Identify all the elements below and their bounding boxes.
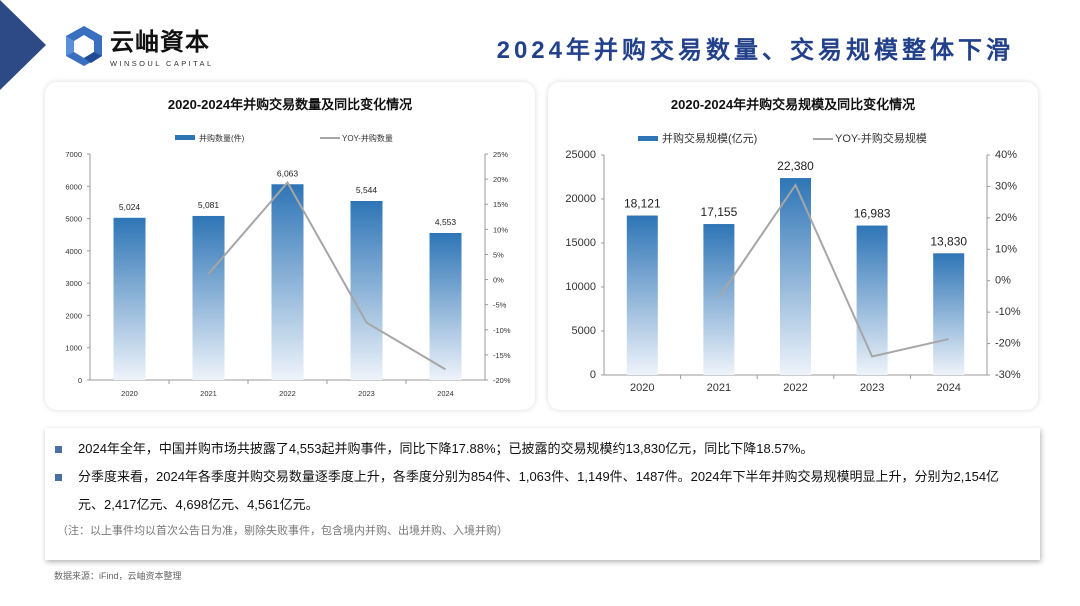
y2-tick-label: -30% [995, 369, 1021, 381]
bar [113, 217, 146, 380]
y-tick-label: 1000 [65, 344, 82, 353]
deal-count-chart-card: 2020-2024年并购交易数量及同比变化情况 0 1000 2000 3000 400… [45, 82, 535, 410]
y-tick-label: 7000 [65, 150, 82, 159]
y-tick-label: 5000 [572, 325, 596, 337]
y-tick-label: 20000 [565, 193, 596, 205]
y2-tick-label: -20% [995, 338, 1021, 350]
x-tick-label: 2023 [358, 389, 375, 398]
x-tick-label: 2022 [783, 382, 807, 394]
summary-paragraph-1: 2024年全年，中国并购市场共披露了4,553起并购事件，同比下降17.88%；… [78, 441, 814, 456]
bar [933, 253, 965, 375]
y2-tick-label: 20% [995, 212, 1017, 224]
bar-data-label: 22,380 [777, 159, 814, 173]
y-tick-label: 5000 [65, 215, 82, 224]
bar-data-label: 5,081 [198, 200, 220, 210]
bar [271, 184, 304, 380]
bar [192, 215, 225, 380]
summary-paragraph-2: 分季度来看，2024年各季度并购交易数量逐季度上升，各季度分别为854件、1,0… [78, 469, 1000, 512]
legend-bar-label: 并购交易规模(亿元) [662, 131, 757, 145]
bar [703, 224, 735, 375]
y2-tick-label: 0% [995, 275, 1011, 287]
bar [350, 201, 383, 380]
legend-line-label: YOY-并购交易规模 [835, 131, 927, 145]
yoy-line [718, 182, 949, 358]
bar-data-label: 6,063 [277, 168, 299, 178]
corner-decoration [0, 0, 46, 90]
bar [780, 178, 811, 375]
x-tick-label: 2021 [707, 382, 731, 394]
y-tick-label: 4000 [65, 247, 82, 256]
legend-bar-label: 并购数量(件) [199, 133, 245, 143]
y2-tick-label: -10% [995, 306, 1021, 318]
y-tick-label: 10000 [565, 281, 596, 293]
x-tick-label: 2021 [200, 389, 217, 398]
bullet-icon [55, 474, 62, 481]
bar [429, 233, 462, 380]
bar-data-label: 17,155 [701, 205, 738, 219]
deal-count-chart: 0 1000 2000 3000 4000 5000 6000 7000 -20% -15% -10… [65, 133, 511, 398]
bar [626, 215, 658, 375]
x-tick-label: 2020 [630, 382, 654, 394]
y2-tick-label: 20% [493, 175, 508, 184]
summary-row-2: 分季度来看，2024年各季度并购交易数量逐季度上升，各季度分别为854件、1,0… [55, 463, 1020, 519]
data-source: 数据来源：iFind，云岫资本整理 [54, 571, 182, 581]
chart-title: 2020-2024年并购交易规模及同比变化情况 [670, 97, 916, 112]
y2-tick-label: 25% [493, 150, 508, 159]
y2-tick-label: -15% [493, 351, 511, 360]
y-tick-label: 15000 [565, 237, 596, 249]
legend-bar-swatch [175, 135, 195, 140]
summary-box: 2024年全年，中国并购市场共披露了4,553起并购事件，同比下降17.88%；… [45, 428, 1040, 560]
bar-data-label: 13,830 [930, 234, 967, 248]
x-tick-label: 2020 [121, 389, 138, 398]
summary-row-1: 2024年全年，中国并购市场共披露了4,553起并购事件，同比下降17.88%；… [55, 435, 1020, 463]
deal-value-chart: 0 5000 10000 15000 20000 25000 -30% -20% -10% 0% 1… [565, 131, 1021, 394]
x-tick-label: 2024 [437, 389, 454, 398]
yoy-line [207, 180, 447, 371]
summary-note: （注：以上事件均以首次公告日为准，剔除失败事件，包含境内并购、出境并购、入境并购… [57, 525, 508, 537]
y-tick-label: 25000 [565, 149, 596, 161]
x-tick-label: 2024 [936, 382, 960, 394]
y2-tick-label: 5% [493, 250, 504, 259]
y2-tick-label: 15% [493, 200, 508, 209]
bullet-icon [55, 446, 62, 453]
y-tick-label: 0 [78, 376, 82, 385]
legend-line-label: YOY-并购数量 [342, 133, 393, 143]
brand-name-en: WINSOUL CAPITAL [110, 59, 214, 68]
chart-title: 2020-2024年并购交易数量及同比变化情况 [167, 97, 413, 112]
bar [856, 225, 888, 375]
y2-tick-label: 40% [995, 149, 1017, 161]
y2-tick-label: 30% [995, 180, 1017, 192]
bar-data-label: 5,544 [356, 185, 378, 195]
y-tick-label: 6000 [65, 182, 82, 191]
y2-tick-label: -20% [493, 376, 511, 385]
x-tick-label: 2023 [860, 382, 884, 394]
bar-data-label: 16,983 [854, 207, 891, 221]
bar-data-label: 5,024 [119, 202, 141, 212]
y2-tick-label: 0% [493, 276, 504, 285]
bar-data-label: 18,121 [624, 197, 661, 211]
y-tick-label: 0 [590, 369, 596, 381]
winsoul-logo-icon [66, 26, 102, 66]
brand-name: 云岫資本 [110, 27, 210, 56]
page-title: 2024年并购交易数量、交易规模整体下滑 [496, 37, 1014, 64]
y2-tick-label: -10% [493, 326, 511, 335]
y2-tick-label: -5% [493, 301, 507, 310]
bar-data-label: 4,553 [435, 217, 457, 227]
deal-value-chart-card: 2020-2024年并购交易规模及同比变化情况 0 5000 10000 15000 2… [548, 82, 1038, 410]
y-tick-label: 2000 [65, 311, 82, 320]
legend-bar-swatch [638, 136, 658, 141]
x-tick-label: 2022 [279, 389, 296, 398]
y2-tick-label: 10% [995, 243, 1017, 255]
y-tick-label: 3000 [65, 279, 82, 288]
y2-tick-label: 10% [493, 225, 508, 234]
